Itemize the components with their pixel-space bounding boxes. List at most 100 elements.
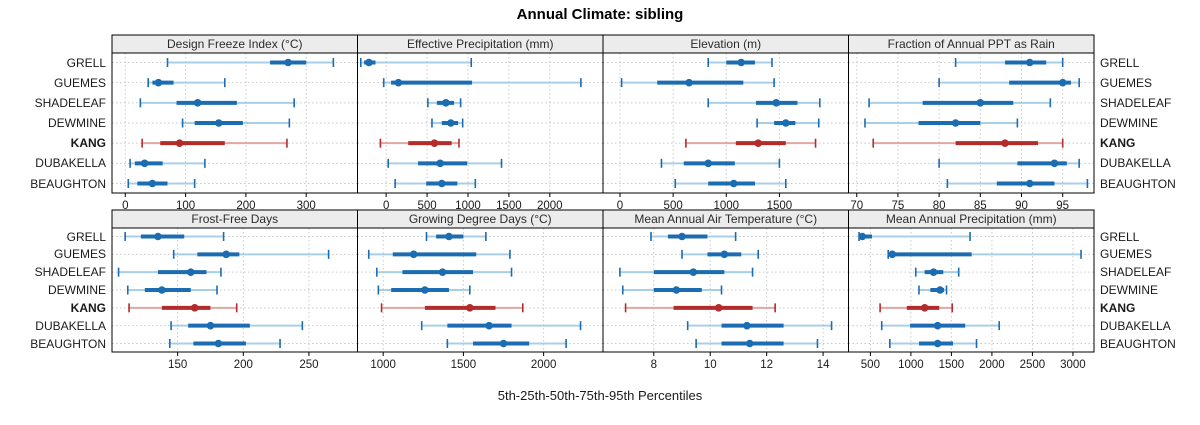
- percentile-series-grell: [425, 232, 487, 241]
- panel-growing-degree-days-c: 1000 1500 2000 Growing Degree Days (°C): [357, 209, 604, 371]
- site-label-right-grell: GRELL: [1100, 229, 1140, 244]
- percentile-series-beaughton: [446, 339, 567, 348]
- median-dot: [781, 119, 790, 127]
- panel-header-title: Mean Annual Air Temperature (°C): [634, 212, 817, 226]
- percentile-series-kang: [879, 303, 954, 313]
- axis-tick-label: 2000: [537, 200, 563, 212]
- chart-title: Annual Climate: sibling: [516, 6, 684, 23]
- median-dot: [365, 58, 373, 67]
- percentile-series-dewmine: [621, 285, 723, 295]
- median-dot: [858, 232, 867, 241]
- percentile-series-dewmine: [918, 285, 948, 295]
- median-dot: [933, 339, 942, 348]
- percentile-series-guemes: [172, 249, 330, 259]
- site-label-right-kang: KANG: [1100, 136, 1136, 151]
- percentile-series-shadeleaf: [868, 98, 1052, 108]
- percentile-series-dubakella: [420, 321, 582, 331]
- median-dot: [1058, 78, 1067, 87]
- site-label-left-dubakella: DUBAKELLA: [35, 318, 106, 333]
- percentile-series-shadeleaf: [139, 98, 295, 108]
- percentile-series-beaughton: [168, 339, 281, 348]
- percentile-series-grell: [858, 232, 971, 241]
- site-label-left-dewmine: DEWMINE: [48, 116, 106, 130]
- panel-frost-free-days: 150 200 250 Frost-Free Days: [111, 209, 358, 371]
- panel-header-title: Mean Annual Precipitation (mm): [886, 212, 1057, 226]
- axis-tick-label: 0: [617, 200, 623, 212]
- percentile-series-grell: [166, 58, 335, 67]
- percentile-series-guemes: [887, 249, 1082, 259]
- panel-effective-precipitation-mm: 0 500 1000 1500 2000 Effective Precipitation …: [357, 34, 604, 212]
- percentile-series-kang: [141, 138, 288, 148]
- median-dot: [976, 99, 985, 107]
- site-label-left-shadeleaf: SHADELEAF: [34, 265, 106, 280]
- axis-tick-label: 85: [974, 200, 987, 212]
- median-dot: [743, 321, 751, 330]
- axis-tick-label: 1500: [451, 359, 477, 371]
- site-label-left-kang: KANG: [70, 300, 106, 315]
- percentile-series-dewmine: [126, 285, 218, 295]
- site-label-right-kang: KANG: [1100, 300, 1136, 315]
- percentile-series-grell: [359, 58, 473, 67]
- median-dot: [284, 58, 292, 67]
- x-axis-caption: 5th-25th-50th-75th-95th Percentiles: [497, 388, 703, 403]
- axis-tick-label: 75: [892, 200, 905, 212]
- site-label-right-dubakella: DUBAKELLA: [1100, 318, 1171, 333]
- panel-header-title: Design Freeze Index (°C): [167, 37, 303, 51]
- median-dot: [714, 304, 723, 312]
- median-dot: [1050, 159, 1059, 168]
- percentile-series-shadeleaf: [914, 267, 960, 277]
- median-dot: [421, 286, 429, 294]
- percentile-series-shadeleaf: [427, 98, 462, 108]
- median-dot: [190, 304, 199, 312]
- axis-tick-label: 200: [234, 359, 253, 371]
- percentile-series-beaughton: [394, 179, 477, 188]
- percentile-series-dewmine: [431, 118, 464, 128]
- site-label-right-guemes: GUEMES: [1100, 247, 1153, 262]
- median-dot: [737, 58, 745, 67]
- median-dot: [442, 99, 450, 107]
- axis-tick-label: 250: [299, 359, 318, 371]
- median-dot: [1025, 58, 1034, 67]
- site-label-left-grell: GRELL: [66, 55, 106, 70]
- median-dot: [186, 268, 195, 276]
- site-label-right-shadeleaf: SHADELEAF: [1100, 95, 1172, 110]
- site-label-left-grell: GRELL: [66, 229, 106, 244]
- axis-tick-label: 95: [1056, 200, 1069, 212]
- percentile-series-dubakella: [938, 158, 1080, 168]
- axis-tick-label: 1000: [898, 359, 924, 371]
- percentile-series-kang: [379, 138, 460, 148]
- percentile-series-dewmine: [377, 285, 471, 295]
- median-dot: [466, 304, 474, 312]
- median-dot: [175, 139, 184, 147]
- median-dot: [933, 321, 942, 330]
- percentile-series-beaughton: [946, 179, 1089, 188]
- axis-tick-label: 2000: [979, 359, 1005, 371]
- percentile-series-grell: [124, 232, 225, 241]
- percentile-series-dubakella: [129, 158, 206, 168]
- site-label-left-guemes: GUEMES: [53, 247, 106, 262]
- median-dot: [140, 159, 149, 168]
- site-label-right-dewmine: DEWMINE: [1100, 283, 1158, 297]
- panel-mean-annual-air-temperature-c: 8 10 12 14 Mean Annual Air Temperature (°C): [602, 209, 849, 371]
- percentile-series-dubakella: [880, 321, 1001, 331]
- axis-tick-label: 0: [122, 200, 128, 212]
- median-dot: [929, 268, 938, 276]
- site-label-right-grell: GRELL: [1100, 55, 1140, 70]
- median-dot: [888, 250, 897, 259]
- percentile-series-shadeleaf: [619, 267, 754, 277]
- site-label-right-guemes: GUEMES: [1100, 75, 1153, 90]
- panel-header-title: Elevation (m): [690, 37, 761, 51]
- median-dot: [154, 232, 162, 241]
- panel-header-title: Fraction of Annual PPT as Rain: [888, 37, 1055, 51]
- percentile-series-dewmine: [756, 118, 820, 128]
- median-dot: [704, 159, 713, 168]
- median-dot: [148, 179, 157, 188]
- median-dot: [672, 286, 681, 294]
- panel-header-title: Effective Precipitation (mm): [407, 37, 554, 51]
- percentile-series-shadeleaf: [375, 267, 513, 277]
- axis-tick-label: 1000: [455, 200, 481, 212]
- percentile-series-guemes: [367, 249, 511, 259]
- axis-tick-label: 1500: [767, 200, 793, 212]
